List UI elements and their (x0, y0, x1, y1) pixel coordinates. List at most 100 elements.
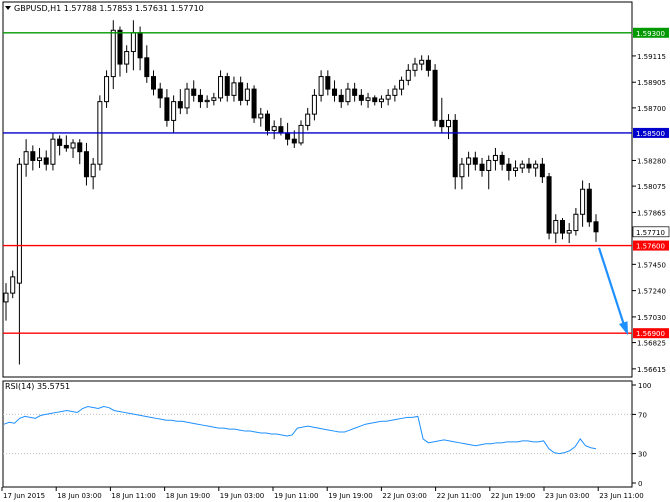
price-tick-label: 1.58700 (637, 105, 666, 113)
candle-body (533, 163, 539, 169)
candle-body (164, 97, 170, 121)
price-tick-label: 1.57030 (637, 314, 666, 322)
rsi-tick-label: 30 (638, 451, 647, 459)
candle-body (150, 76, 157, 90)
candle-body (23, 151, 29, 165)
candle-body (405, 69, 411, 81)
time-tick-label: 23 Jun 03:00 (545, 492, 589, 500)
level-price-tag (633, 27, 669, 38)
candle-body (425, 59, 431, 71)
level-price-tag (633, 127, 669, 138)
candle-body (452, 119, 458, 178)
rsi-tick-label: 100 (638, 382, 651, 390)
candle-body (244, 88, 250, 101)
candle-body (365, 97, 371, 101)
candle-body (311, 94, 317, 115)
candle-body (546, 176, 552, 234)
level-price-tag (633, 328, 669, 339)
forecast-arrow-line (597, 247, 628, 332)
candle-body (358, 94, 364, 101)
candle-body (50, 138, 56, 165)
candle-body (479, 163, 485, 171)
title-dropdown-icon (5, 6, 11, 10)
rsi-subplot: 100 70 30 0 (2, 380, 651, 488)
candle-body (586, 188, 592, 223)
candle-body (104, 76, 110, 103)
candle-body (83, 151, 89, 178)
candle-body (285, 132, 291, 140)
time-tick-label: 18 Jun 19:00 (166, 492, 210, 500)
candle-body (278, 126, 284, 134)
candle-body (184, 88, 190, 109)
candle-body (231, 82, 237, 96)
candle-body (191, 88, 197, 96)
candle-body (378, 98, 384, 103)
candle-body (399, 79, 405, 90)
time-tick-label: 17 Jun 2015 (3, 492, 45, 500)
candle-body (291, 138, 297, 144)
candle-body (466, 157, 472, 165)
forecast-arrow-head (618, 321, 628, 336)
time-tick-label: 19 Jun 03:00 (220, 492, 264, 500)
candle-body (43, 157, 49, 165)
time-tick-label: 22 Jun 11:00 (437, 492, 481, 500)
candle-body (519, 163, 525, 169)
candle-body (345, 88, 351, 103)
candle-body (412, 63, 418, 71)
candle-body (573, 213, 579, 232)
candle-body (90, 163, 96, 178)
candle-body (472, 157, 478, 165)
rsi-plot-frame (2, 380, 633, 488)
candle-body (392, 88, 398, 96)
level-price-label: 1.57600 (636, 243, 665, 251)
candle-body (258, 113, 264, 119)
candle-body (3, 292, 9, 303)
candle-body (37, 157, 43, 161)
time-axis: 17 Jun 2015 18 Jun 03:00 18 Jun 11:00 18 Ju… (1, 487, 644, 500)
price-tick-label: 1.56825 (637, 340, 666, 348)
time-tick-label: 18 Jun 11:00 (111, 492, 155, 500)
candle-body (10, 276, 16, 294)
price-tick-label: 1.57865 (637, 209, 666, 217)
candle-body (298, 124, 304, 144)
candle-body (144, 57, 150, 78)
level-price-label: 1.59300 (636, 30, 665, 38)
candle-body (385, 94, 391, 100)
current-price-tag (632, 226, 670, 238)
candle-body (30, 151, 36, 161)
candle-body (177, 101, 183, 109)
level-price-label: 1.58500 (636, 130, 665, 138)
candle-body (559, 220, 565, 234)
candle-body (439, 119, 445, 128)
candle-body (264, 113, 270, 131)
rsi-title: RSI(14) 35.5751 (5, 382, 70, 391)
candle-body (238, 82, 244, 101)
candle-body (459, 163, 465, 178)
candle-body (130, 32, 136, 53)
rsi-tick-label: 70 (638, 411, 647, 419)
candle-body (318, 76, 324, 96)
price-tick-label: 1.56615 (637, 366, 666, 374)
candle-body (580, 188, 586, 215)
candle-body (338, 94, 344, 103)
level-price-label: 1.56900 (636, 330, 665, 338)
candle-body (305, 113, 311, 126)
candle-body (332, 88, 338, 96)
candle-body (499, 154, 505, 165)
candle-body (593, 221, 599, 233)
candle-body (57, 138, 63, 146)
candle-body (157, 88, 163, 99)
candle-body (117, 29, 123, 65)
candle-body (325, 76, 331, 90)
chart-title: GBPUSD,H1 1.57788 1.57853 1.57631 1.5771… (14, 4, 204, 13)
candle-body (372, 97, 378, 103)
price-tick-label: 1.57240 (637, 288, 666, 296)
candle-body (110, 29, 116, 78)
price-tick-label: 1.57450 (637, 261, 666, 269)
time-tick-label: 22 Jun 19:00 (491, 492, 535, 500)
candle-body (539, 163, 545, 178)
candle-body (352, 88, 358, 96)
candle-body (218, 76, 224, 99)
time-tick-label: 22 Jun 03:00 (382, 492, 426, 500)
price-tick-label: 1.58075 (637, 183, 666, 191)
